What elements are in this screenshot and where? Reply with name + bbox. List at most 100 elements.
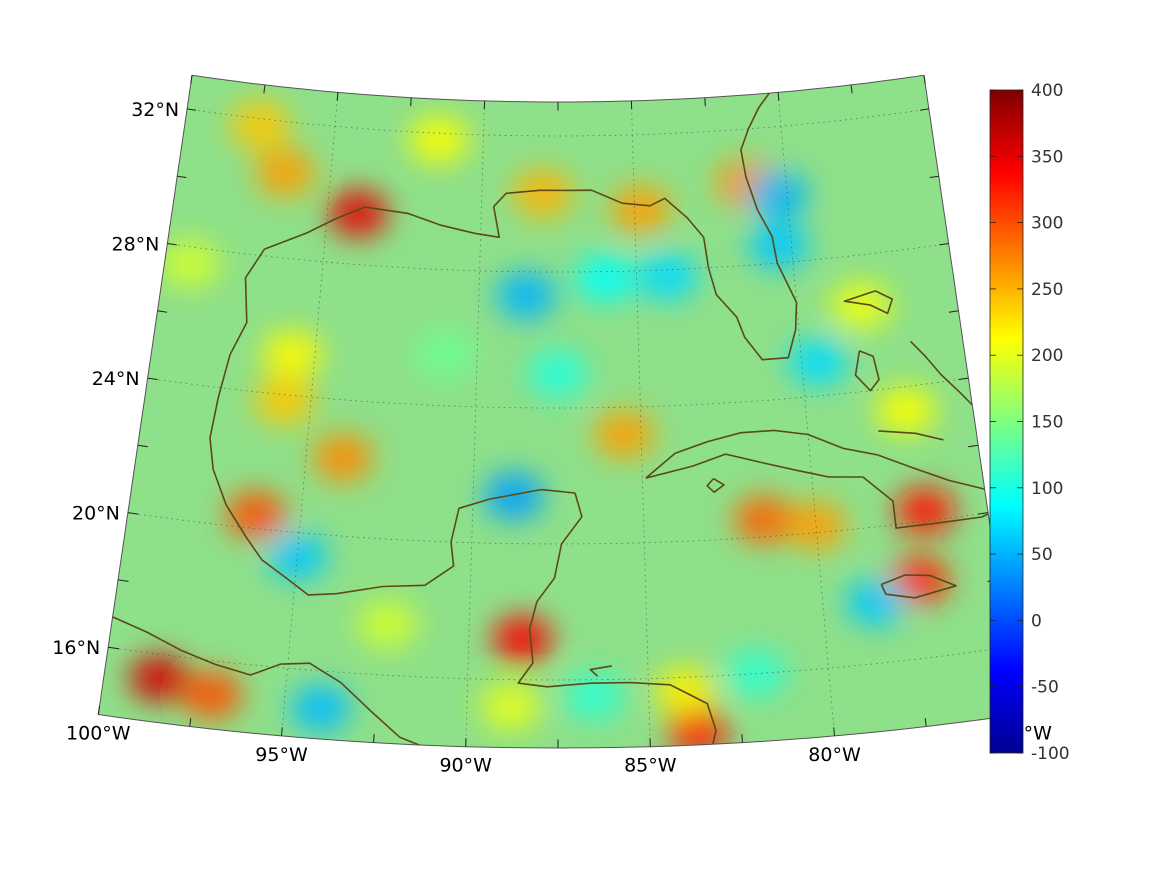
frame-tick xyxy=(189,718,192,727)
field-anomaly xyxy=(408,116,469,164)
graticule xyxy=(98,75,1018,747)
coastline xyxy=(112,616,429,749)
frame-tick xyxy=(958,377,969,380)
field-anomaly xyxy=(667,707,728,749)
frame-tick xyxy=(968,444,979,448)
field-anomaly xyxy=(414,330,475,379)
frame-tick xyxy=(410,97,412,107)
coastline xyxy=(910,340,973,406)
field-anomaly xyxy=(831,282,891,331)
field-anomaly xyxy=(483,472,544,521)
frame-tick xyxy=(929,175,939,178)
parallel-line xyxy=(167,243,949,273)
field-anomaly xyxy=(638,252,698,301)
frame-tick xyxy=(147,377,158,380)
field-anomaly xyxy=(328,189,389,238)
frame-tick xyxy=(850,84,853,94)
field-anomaly xyxy=(594,410,655,459)
colorbar-tick-label: 250 xyxy=(1031,280,1063,300)
frame-tick xyxy=(336,92,339,101)
field-anomaly xyxy=(480,682,541,731)
coastline xyxy=(706,477,725,494)
frame-tick xyxy=(977,512,989,515)
frame-tick xyxy=(127,512,139,515)
field-anomaly xyxy=(128,654,189,703)
frame-tick xyxy=(777,92,780,101)
field-anomaly xyxy=(262,330,323,379)
frame-tick xyxy=(373,734,375,743)
coastline xyxy=(589,665,613,677)
coastline xyxy=(878,430,944,441)
latitude-tick-label: 16°N xyxy=(52,637,100,659)
frame-tick xyxy=(157,310,168,313)
colorbar-tick-label: 400 xyxy=(1031,81,1063,101)
field-anomaly xyxy=(610,185,671,234)
frame-ticks xyxy=(97,75,1019,748)
colorbar-tick-label: 300 xyxy=(1031,214,1063,234)
field-anomaly xyxy=(575,254,636,303)
longitude-tick-label: 80°W xyxy=(808,744,861,766)
frame-tick xyxy=(923,75,926,84)
field-anomaly xyxy=(846,578,906,627)
latitude-tick-label: 28°N xyxy=(112,234,160,256)
colorbar-tick-label: -50 xyxy=(1031,678,1059,698)
frame-tick xyxy=(108,646,119,650)
field-anomaly xyxy=(254,377,315,426)
frame-tick xyxy=(117,579,129,582)
frame-tick xyxy=(137,444,148,448)
longitude-tick-label: 100°W xyxy=(66,723,131,745)
field-anomaly xyxy=(226,490,287,539)
coastline xyxy=(880,574,957,599)
frame-tick xyxy=(190,75,193,84)
colorbar-tick-label: 0 xyxy=(1031,611,1042,631)
field-anomaly xyxy=(181,670,242,719)
field-anomaly xyxy=(876,386,936,435)
frame-tick xyxy=(263,84,266,94)
field-anomaly xyxy=(788,337,848,386)
latitude-tick-label: 32°N xyxy=(131,99,179,121)
frame-tick xyxy=(741,734,743,743)
colorbar-tick-label: 150 xyxy=(1031,413,1063,433)
colorbar-tick-label: 200 xyxy=(1031,346,1063,366)
frame-tick xyxy=(281,727,283,736)
coastline xyxy=(843,290,894,315)
field-anomaly xyxy=(496,271,557,320)
parallel-line xyxy=(127,512,989,545)
frame-tick xyxy=(939,243,949,246)
field-anomaly xyxy=(255,148,316,197)
parallel-line xyxy=(108,646,1008,681)
latitude-tick-label: 24°N xyxy=(92,368,140,390)
frame-tick xyxy=(187,108,196,111)
field-anomaly xyxy=(313,433,373,482)
frame-tick xyxy=(920,108,929,111)
frame-tick xyxy=(948,310,959,313)
field-anomaly xyxy=(230,101,291,150)
colorbar: 400 350 300 250 200 150 100 50 0 -50 -100 xyxy=(989,81,1070,764)
field-anomaly xyxy=(492,615,553,663)
latitude-labels: 32°N 28°N 24°N 20°N 16°N xyxy=(52,99,179,659)
frame-tick xyxy=(177,175,187,178)
field-anomaly xyxy=(512,169,573,218)
colorbar-tick-label: 100 xyxy=(1031,479,1063,499)
longitude-tick-label: 95°W xyxy=(255,744,308,766)
field-anomaly xyxy=(357,600,418,649)
longitude-tick-label: 85°W xyxy=(624,755,677,777)
longitude-tick-label: 90°W xyxy=(439,755,492,777)
frame-tick xyxy=(167,243,177,246)
field-anomaly xyxy=(654,667,715,715)
frame-tick xyxy=(704,97,706,107)
field-anomaly xyxy=(733,495,794,544)
latitude-tick-label: 20°N xyxy=(72,503,120,525)
field-anomaly xyxy=(267,532,328,581)
colorbar-tick-label: -100 xyxy=(1031,744,1070,764)
field-anomaly xyxy=(747,170,808,219)
field-anomaly xyxy=(290,684,351,733)
field-anomaly xyxy=(786,501,847,550)
colorbar-tick-label: 350 xyxy=(1031,147,1063,167)
field-anomaly xyxy=(528,350,588,398)
coastline xyxy=(209,92,798,596)
coastline xyxy=(854,350,880,392)
frame-tick xyxy=(924,718,927,727)
